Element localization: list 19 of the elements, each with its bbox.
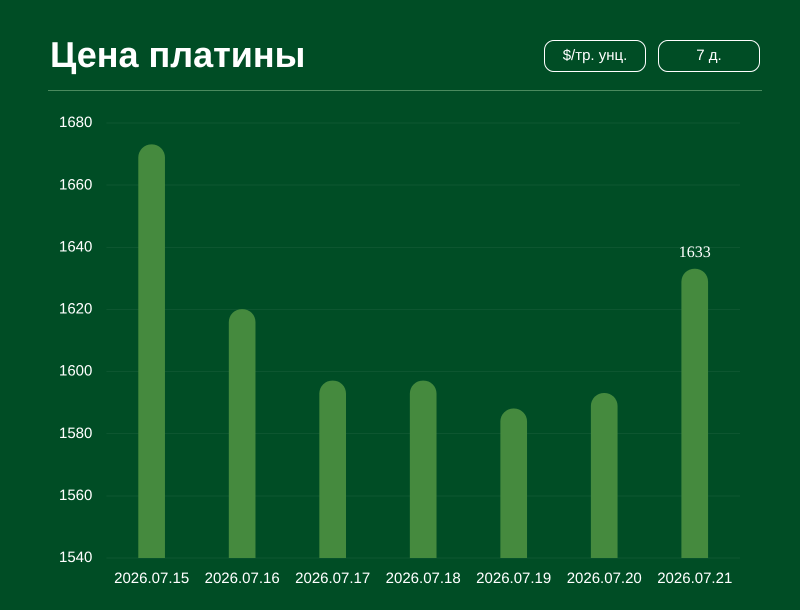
x-tick-label: 2026.07.20 [566,570,642,588]
text: $/тр. унц. [544,40,646,72]
y-tick-label: 1660 [58,176,92,194]
x-tick-label: 2026.07.18 [386,570,461,588]
y-tick-label: 1640 [58,238,92,256]
y-tick-label: 1620 [58,300,92,318]
text: 7 д. [658,40,760,72]
y-tick-label: 1680 [58,114,92,132]
y-tick-label: 1580 [58,424,92,442]
y-tick-label: 1600 [58,362,92,380]
x-tick-label: 2026.07.21 [657,570,732,588]
y-tick-label: 1560 [58,487,92,504]
x-tick-label: 2026.07.19 [476,570,552,588]
x-tick-label: 2026.07.15 [114,570,190,588]
x-tick-label: 2026.07.17 [295,570,370,588]
data-label: 1633 [678,244,711,262]
x-tick-label: 2026.07.16 [204,570,280,588]
y-tick-label: 1540 [58,549,92,566]
chart-title: Цена платины [50,34,306,76]
